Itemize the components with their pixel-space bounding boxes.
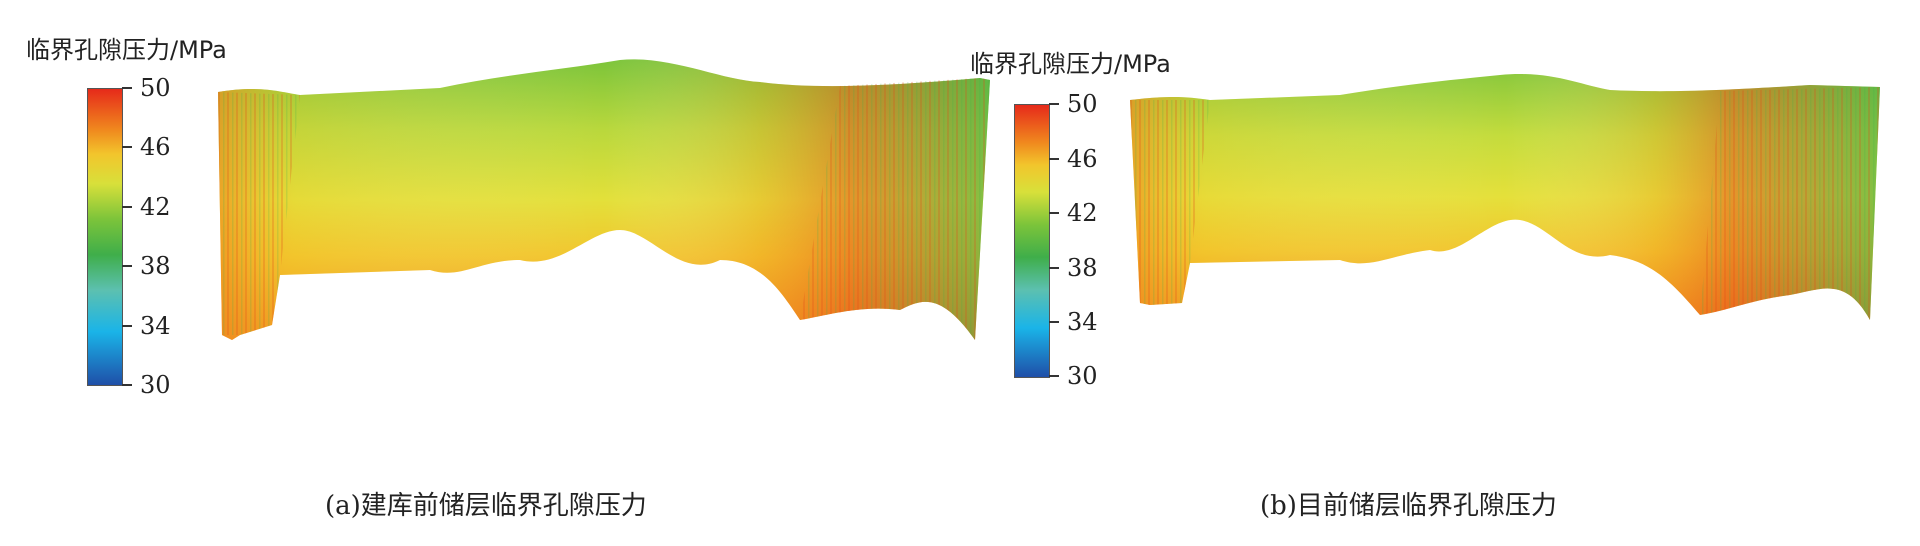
colorbar-tick-label: 38 (1067, 254, 1098, 282)
caption: (b)目前储层临界孔隙压力 (1260, 491, 1557, 521)
colorbar-tick (1049, 375, 1059, 377)
colorbar-tick (1049, 158, 1059, 160)
colorbar-tick-label: 34 (1067, 308, 1098, 336)
colorbar-tick-label: 38 (140, 252, 171, 280)
colorbar-tick-label: 46 (1067, 145, 1098, 173)
panel-a: 临界孔隙压力/MPa 50 46 42 38 34 30 (26, 36, 990, 521)
colorbar (87, 88, 123, 386)
colorbar-tick (122, 146, 132, 148)
colorbar-tick (1049, 321, 1059, 323)
colorbar-tick-label: 30 (140, 371, 171, 399)
colorbar-tick-label: 30 (1067, 362, 1098, 390)
colorbar-title: 临界孔隙压力/MPa (970, 50, 1171, 78)
colorbar-title: 临界孔隙压力/MPa (26, 36, 227, 64)
colorbar-tick (122, 87, 132, 89)
reservoir-pressure-surface (218, 59, 990, 341)
colorbar-tick-label: 46 (140, 133, 171, 161)
colorbar-tick (1049, 267, 1059, 269)
colorbar-tick (122, 206, 132, 208)
colorbar-tick-label: 34 (140, 312, 171, 340)
colorbar-tick (122, 384, 132, 386)
colorbar-tick (122, 325, 132, 327)
panel-b: 临界孔隙压力/MPa 50 46 42 38 34 30 (960, 0, 1920, 546)
colorbar-tick-label: 42 (1067, 199, 1098, 227)
colorbar-tick (1049, 212, 1059, 214)
colorbar (1014, 104, 1050, 378)
colorbar-tick-label: 50 (140, 74, 171, 102)
caption: (a)建库前储层临界孔隙压力 (325, 491, 647, 521)
colorbar-tick (1049, 103, 1059, 105)
reservoir-pressure-surface (1130, 73, 1880, 320)
colorbar-tick (122, 265, 132, 267)
colorbar-tick-label: 42 (140, 193, 171, 221)
colorbar-tick-label: 50 (1067, 90, 1098, 118)
